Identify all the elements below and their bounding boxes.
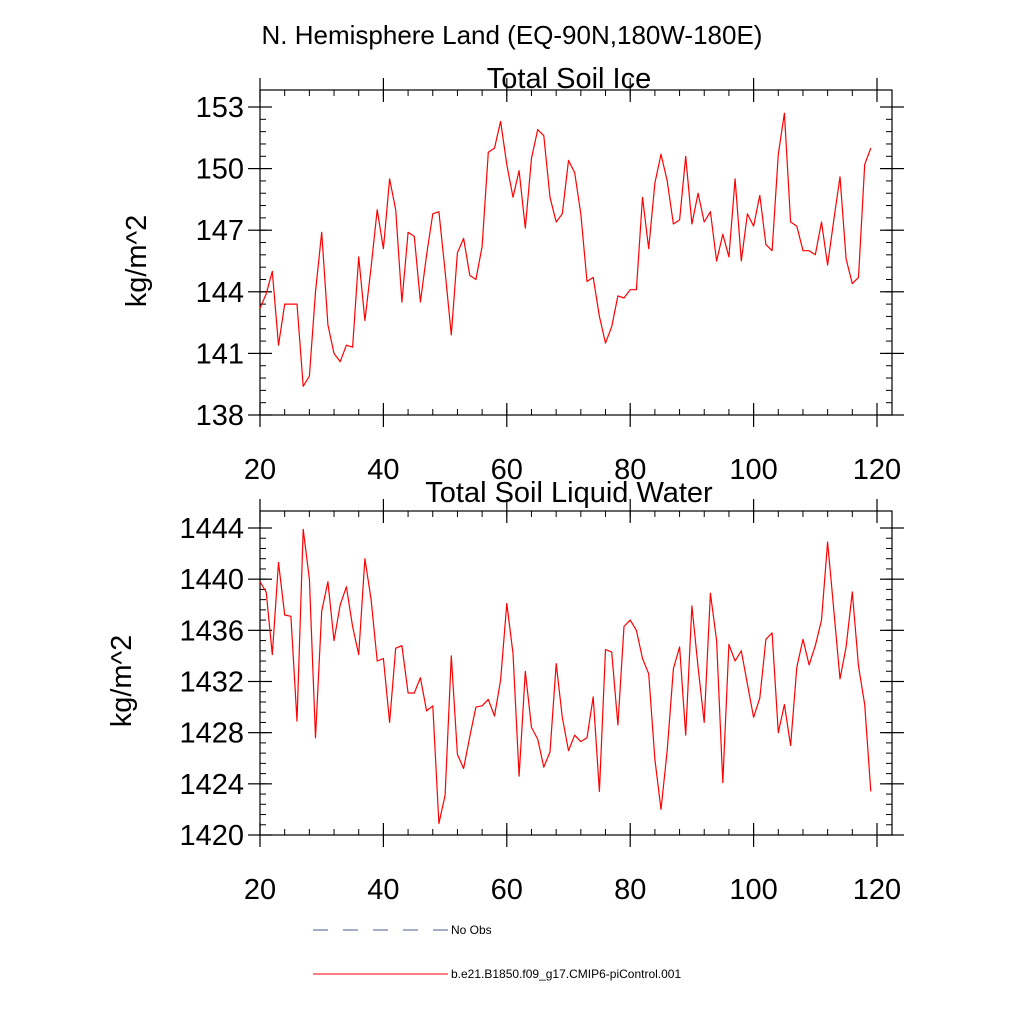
- region-title: N. Hemisphere Land (EQ-90N,180W-180E): [262, 20, 763, 50]
- soil-liquid-water-panel: Total Soil Liquid Water kg/m^2 142014241…: [106, 477, 904, 906]
- soil-ice-ytick-label: 153: [196, 92, 244, 124]
- legend-model-label: b.e21.B1850.f09_g17.CMIP6-piControl.001: [451, 967, 681, 981]
- soil-ice-ytick-label: 144: [196, 277, 244, 309]
- soil-liquid-water-xtick-label: 120: [853, 874, 901, 906]
- soil-ice-xtick-label: 80: [614, 454, 646, 486]
- soil-ice-xtick-label: 60: [491, 454, 523, 486]
- soil-ice-xtick-label: 100: [729, 454, 777, 486]
- soil-liquid-water-ytick-label: 1432: [179, 667, 244, 699]
- soil-ice-series-line: [259, 112, 872, 387]
- soil-ice-ylabel: kg/m^2: [121, 215, 153, 308]
- soil-ice-xtick-label: 40: [367, 454, 399, 486]
- soil-liquid-water-ytick-label: 1444: [179, 513, 244, 545]
- soil-ice-xtick-label: 120: [853, 454, 901, 486]
- soil-ice-xtick-label: 20: [244, 454, 276, 486]
- soil-liquid-water-plot-frame: [259, 510, 893, 836]
- soil-liquid-water-ytick-label: 1420: [179, 820, 244, 852]
- soil-liquid-water-xtick-label: 80: [614, 874, 646, 906]
- soil-ice-ytick-label: 138: [196, 400, 244, 432]
- soil-liquid-water-xtick-label: 100: [729, 874, 777, 906]
- soil-liquid-water-series-line: [259, 528, 872, 825]
- soil-ice-ytick-label: 141: [196, 338, 244, 370]
- soil-ice-panel: Total Soil Ice kg/m^2 138141144147150153…: [121, 63, 904, 486]
- soil-liquid-water-ytick-label: 1424: [179, 769, 244, 801]
- soil-liquid-water-xtick-label: 40: [367, 874, 399, 906]
- soil-liquid-water-xtick-label: 60: [491, 874, 523, 906]
- soil-liquid-water-ytick-label: 1428: [179, 718, 244, 750]
- legend-obs-label: No Obs: [451, 923, 492, 937]
- soil-liquid-water-ylabel: kg/m^2: [106, 635, 138, 728]
- legend: No Obs b.e21.B1850.f09_g17.CMIP6-piContr…: [313, 923, 681, 981]
- soil-liquid-water-ytick-label: 1436: [179, 615, 244, 647]
- soil-ice-plot-frame: [259, 89, 893, 416]
- soil-liquid-water-ytick-label: 1440: [179, 564, 244, 596]
- soil-liquid-water-xtick-label: 20: [244, 874, 276, 906]
- soil-liquid-water-title: Total Soil Liquid Water: [425, 477, 713, 509]
- soil-liquid-water-axes: 1420 1424 1428 1432 1436 1440 1444 20 40 60 80 100 1…: [179, 499, 904, 906]
- soil-ice-ytick-label: 150: [196, 154, 244, 186]
- soil-ice-ytick-label: 147: [196, 215, 244, 247]
- soil-ice-axes: 138 141 144 147 150 153 20 40 60 80 100 120: [196, 78, 904, 486]
